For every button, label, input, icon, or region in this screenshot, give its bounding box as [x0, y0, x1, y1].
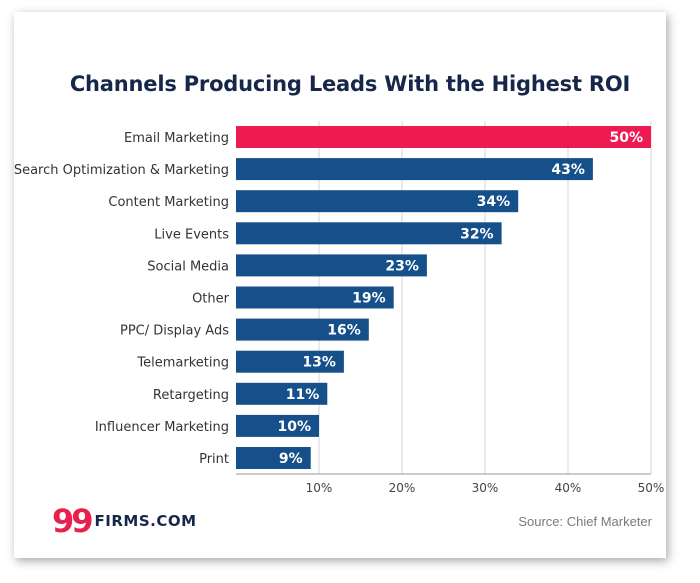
- data-label: 16%: [327, 323, 361, 339]
- category-label: PPC/ Display Ads: [120, 324, 229, 339]
- brand-logo: 99 FIRMS.COM: [52, 502, 197, 540]
- data-label: 13%: [302, 355, 336, 371]
- bar: [236, 158, 593, 181]
- bar: [236, 414, 319, 437]
- data-label: 9%: [279, 451, 303, 467]
- x-tick-label: 20%: [389, 481, 416, 495]
- bar: [236, 286, 394, 309]
- bar: [236, 190, 519, 213]
- data-label: 10%: [277, 419, 311, 435]
- data-label: 32%: [460, 226, 494, 242]
- source-note: Source: Chief Marketer: [518, 514, 652, 529]
- category-label: Telemarketing: [136, 356, 229, 371]
- data-label: 19%: [352, 291, 386, 307]
- bar: [236, 447, 311, 469]
- data-label: 34%: [477, 194, 511, 210]
- chart-card: [14, 12, 666, 558]
- category-label: Content Marketing: [108, 195, 229, 210]
- category-label: Print: [199, 452, 229, 467]
- category-label: Search Optimization & Marketing: [14, 163, 229, 178]
- data-label: 11%: [286, 387, 320, 403]
- category-label: Social Media: [147, 259, 229, 274]
- bar: [236, 126, 651, 148]
- x-tick-label: 10%: [306, 481, 333, 495]
- bar: [236, 254, 427, 277]
- category-label: Influencer Marketing: [95, 420, 229, 435]
- bar: [236, 222, 502, 245]
- category-label: Email Marketing: [124, 131, 229, 146]
- bar: [236, 318, 369, 341]
- brand-name: FIRMS.COM: [94, 512, 197, 530]
- x-tick-label: 40%: [555, 481, 582, 495]
- data-label: 50%: [609, 130, 643, 146]
- bar: [236, 382, 328, 405]
- bar: [236, 350, 344, 373]
- brand-mark: 99: [52, 502, 93, 540]
- category-label: Other: [192, 292, 230, 307]
- x-tick-label: 30%: [472, 481, 499, 495]
- category-label: Retargeting: [153, 388, 229, 403]
- data-label: 23%: [385, 258, 419, 274]
- x-tick-label: 50%: [638, 481, 665, 495]
- data-label: 43%: [551, 162, 585, 178]
- category-label: Live Events: [154, 227, 229, 242]
- chart-title: Channels Producing Leads With the Highes…: [69, 72, 631, 96]
